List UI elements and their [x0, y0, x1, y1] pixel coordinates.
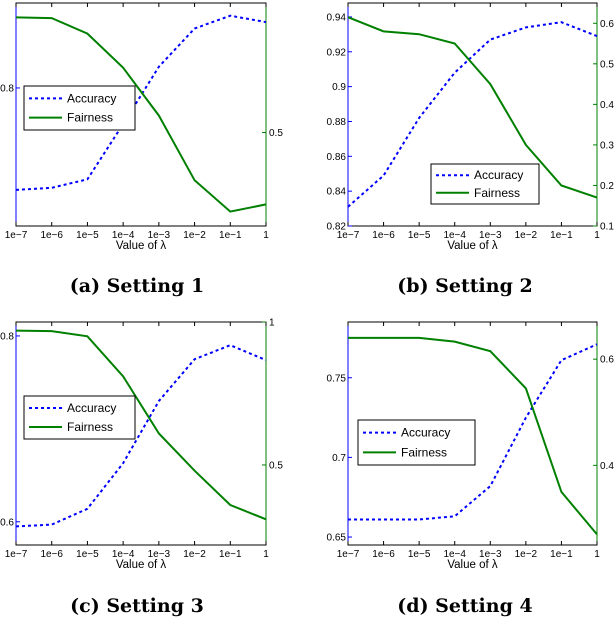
x-tick-label: 1e−3: [479, 230, 502, 241]
series-line-fairness: [348, 336, 598, 536]
series-line-accuracy: [15, 344, 267, 528]
x-tick-label: 1e−2: [515, 230, 538, 241]
legend-box: [23, 85, 136, 131]
x-tick-label: 1e−2: [515, 549, 538, 560]
x-tick-label: 1e−7: [337, 230, 360, 241]
x-tick-label: 1e−5: [76, 549, 99, 560]
right-y-tick-label: 1: [269, 318, 275, 329]
legend: Accuracy Fairness: [23, 85, 136, 131]
left-y-tick-label: 0.6: [0, 517, 14, 528]
legend: Accuracy Fairness: [357, 419, 476, 466]
x-tick-label: 1e−6: [40, 230, 63, 241]
x-tick-label: 1e−1: [219, 549, 242, 560]
x-axis-title: Value of λ: [116, 559, 167, 571]
x-tick-label: 1e−7: [337, 549, 360, 560]
legend-label-fairness: Fairness: [67, 420, 113, 434]
x-tick-label: 1e−3: [479, 549, 502, 560]
series-line-fairness: [15, 329, 267, 521]
right-y-tick-label: 0.6: [600, 355, 614, 366]
panel-caption: (c) Setting 3: [70, 595, 204, 617]
left-y-tick-label: 0.94: [327, 12, 347, 23]
right-y-tick-label: 0.5: [269, 460, 283, 471]
right-y-tick-label: 0.3: [600, 140, 614, 151]
legend-label-fairness: Fairness: [474, 186, 520, 200]
legend-label-accuracy: Accuracy: [67, 401, 116, 415]
left-y-tick-label: 0.7: [332, 453, 346, 464]
x-tick-label: 1e−4: [112, 549, 135, 560]
x-axis-title: Value of λ: [116, 240, 167, 252]
legend-label-fairness: Fairness: [401, 445, 447, 459]
x-tick-label: 1e−6: [372, 549, 395, 560]
series-line-fairness: [15, 16, 267, 213]
x-tick-label: 1e−3: [148, 549, 171, 560]
right-y-tick-label: 0.5: [269, 128, 283, 139]
series-line-accuracy: [15, 14, 267, 191]
left-y-tick-label: 0.88: [327, 117, 347, 128]
legend-label-accuracy: Accuracy: [474, 168, 523, 182]
x-tick-label: 1e−5: [408, 230, 431, 241]
x-tick-label: 1e−1: [550, 549, 573, 560]
left-y-tick-label: 0.84: [327, 187, 347, 198]
x-tick-label: 1e−5: [76, 230, 99, 241]
left-y-tick-label: 0.8: [0, 83, 14, 94]
x-tick-label: 1: [594, 549, 600, 560]
x-tick-label: 1e−2: [183, 230, 206, 241]
x-tick-label: 1: [594, 230, 600, 241]
legend: Accuracy Fairness: [430, 163, 540, 205]
x-tick-label: 1: [263, 549, 269, 560]
x-tick-label: 1e−4: [443, 230, 466, 241]
x-tick-label: 1: [263, 230, 269, 241]
legend-label-accuracy: Accuracy: [67, 91, 116, 105]
chart-panel-1: 1e−7 1e−6 1e−5 1e−4 1e−3 1e−2 1e−1 1 Value of λ 0…: [0, 2, 283, 297]
x-tick-label: 1e−1: [219, 230, 242, 241]
right-y-tick-label: 0.1: [600, 222, 614, 233]
panel-caption: (d) Setting 4: [397, 595, 532, 617]
legend-box: [357, 419, 476, 466]
panel-caption: (b) Setting 2: [397, 275, 532, 297]
x-tick-label: 1e−2: [183, 549, 206, 560]
right-y-tick-label: 0.4: [600, 100, 614, 111]
legend: Accuracy Fairness: [23, 395, 136, 440]
left-y-tick-label: 0.75: [327, 373, 347, 384]
series-line-accuracy: [347, 21, 598, 208]
chart-panel-2: 1e−7 1e−6 1e−5 1e−4 1e−3 1e−2 1e−1 1 Value of λ 0…: [327, 2, 614, 297]
right-y-tick-label: 0.4: [600, 461, 614, 472]
panel-caption: (a) Setting 1: [70, 275, 204, 297]
left-y-tick-label: 0.92: [327, 47, 347, 58]
x-tick-label: 1e−6: [40, 549, 63, 560]
x-tick-label: 1e−4: [112, 230, 135, 241]
legend-box: [430, 163, 540, 205]
x-tick-label: 1e−3: [148, 230, 171, 241]
right-y-tick-label: 0.2: [600, 181, 614, 192]
legend-label-accuracy: Accuracy: [401, 426, 450, 440]
chart-panel-4: 1e−7 1e−6 1e−5 1e−4 1e−3 1e−2 1e−1 1 Value of λ 0…: [327, 321, 614, 617]
legend-label-fairness: Fairness: [67, 111, 113, 125]
legend-box: [23, 395, 136, 440]
left-y-tick-label: 0.65: [327, 533, 347, 544]
x-tick-label: 1e−6: [372, 230, 395, 241]
right-y-tick-label: 0.5: [600, 59, 614, 70]
x-tick-label: 1e−1: [550, 230, 573, 241]
x-tick-label: 1e−7: [5, 230, 28, 241]
x-tick-label: 1e−4: [443, 549, 466, 560]
x-axis-title: Value of λ: [447, 240, 498, 252]
left-y-tick-label: 0.86: [327, 152, 347, 163]
x-tick-label: 1e−5: [408, 549, 431, 560]
right-y-tick-label: 0.6: [600, 19, 614, 30]
x-tick-label: 1e−7: [5, 549, 28, 560]
left-y-tick-label: 0.8: [0, 331, 14, 342]
left-y-tick-label: 0.9: [332, 82, 346, 93]
series-line-fairness: [347, 16, 598, 199]
left-y-tick-label: 0.82: [327, 222, 347, 233]
chart-panel-3: 1e−7 1e−6 1e−5 1e−4 1e−3 1e−2 1e−1 1 Value of λ 0…: [0, 318, 283, 618]
x-axis-title: Value of λ: [447, 559, 498, 571]
